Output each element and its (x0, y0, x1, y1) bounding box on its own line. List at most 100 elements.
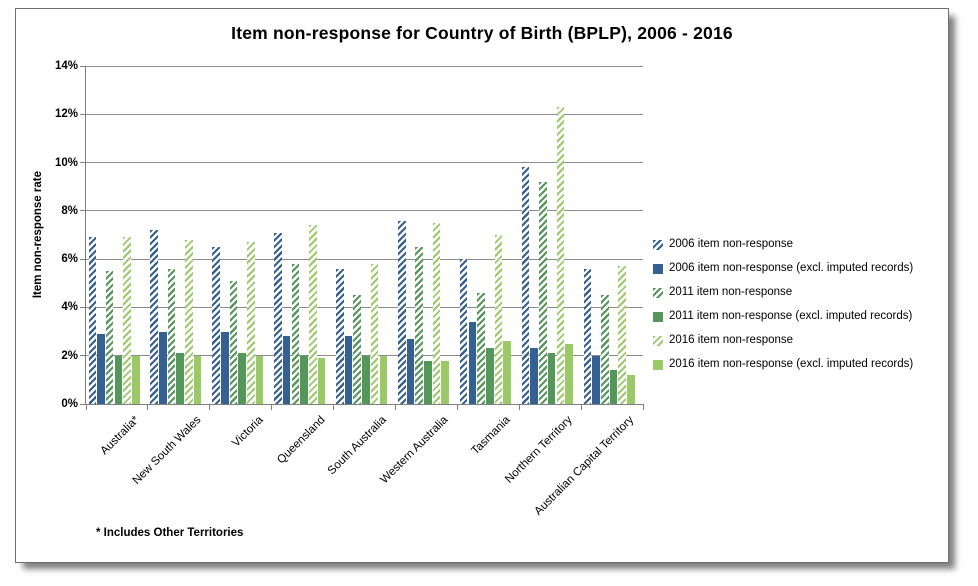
y-axis-line (85, 66, 86, 405)
bar-solid-series6-cat8 (565, 343, 573, 404)
y-tick-label: 4% (61, 301, 78, 314)
legend-swatch-icon (653, 263, 663, 274)
bar-solid-series4-cat2 (176, 353, 185, 404)
bar-hatch-series1-cat9 (583, 268, 592, 404)
bar-hatch-series5-cat5 (370, 263, 379, 404)
bar-hatch-series5-cat9 (618, 266, 626, 404)
legend-label: 2006 item non-response (excl. imputed re… (669, 262, 914, 274)
legend-item: 2016 item non-response (653, 334, 913, 346)
bar-hatch-series5-cat4 (308, 225, 317, 404)
y-tick-label: 8% (61, 204, 78, 217)
bar-solid-series2-cat9 (592, 355, 600, 404)
legend-swatch-icon (653, 335, 663, 346)
bar-solid-series6-cat4 (317, 358, 326, 404)
bar-hatch-series5-cat1 (123, 237, 131, 404)
x-tick-label: Queensland (274, 414, 328, 467)
plot-area (80, 65, 644, 410)
bar-solid-series4-cat8 (547, 353, 556, 404)
bar-solid-series4-cat5 (362, 355, 370, 404)
legend-label: 2006 item non-response (669, 238, 794, 250)
legend-label: 2011 item non-response (excl. imputed re… (669, 310, 913, 322)
x-axis-tick (580, 405, 582, 410)
bar-solid-series6-cat5 (379, 355, 388, 404)
legend-item: 2011 item non-response (653, 286, 913, 298)
gridline (86, 258, 643, 260)
x-axis-tick (518, 405, 520, 410)
x-axis-tick (85, 405, 87, 410)
bar-hatch-series1-cat6 (397, 220, 406, 404)
x-tick-label: New South Wales (130, 414, 204, 487)
bar-hatch-series1-cat2 (150, 230, 158, 404)
x-axis-tick (147, 405, 149, 410)
bar-solid-series2-cat1 (97, 334, 105, 404)
bar-solid-series6-cat9 (627, 375, 635, 404)
x-axis-tick (271, 405, 273, 410)
legend-label: 2016 item non-response (excl. imputed re… (669, 358, 914, 370)
bar-solid-series6-cat1 (132, 355, 140, 404)
chart-panel: Item non-response for Country of Birth (… (15, 8, 949, 563)
bar-solid-series4-cat1 (114, 355, 123, 404)
bar-solid-series2-cat5 (344, 336, 353, 404)
y-axis-tick (80, 258, 85, 260)
legend-item: 2006 item non-response (653, 238, 913, 250)
gridline (86, 210, 643, 212)
x-tick-label: Northern Territory (503, 414, 575, 486)
bar-solid-series4-cat7 (485, 348, 494, 404)
y-axis-tick (80, 306, 85, 308)
legend-swatch-icon (653, 359, 663, 370)
y-axis-tick (80, 113, 85, 115)
y-tick-label: 0% (61, 398, 78, 410)
x-axis-tick (642, 405, 644, 410)
legend: 2006 item non-response 2006 item non-resp… (653, 238, 914, 383)
bar-solid-series2-cat7 (468, 321, 477, 404)
legend-label: 2011 item non-response (669, 286, 793, 298)
y-axis-title-text: Item non-response rate (32, 171, 44, 299)
x-tick-label: Western Australia (378, 414, 451, 487)
y-axis-tick (80, 65, 85, 67)
bar-solid-series2-cat2 (159, 331, 167, 404)
legend-label: 2016 item non-response (669, 334, 794, 346)
bar-hatch-series5-cat8 (556, 107, 565, 404)
legend-swatch-icon (653, 239, 663, 250)
gridline (86, 65, 643, 67)
y-tick-label: 10% (54, 156, 78, 169)
gridline (86, 355, 643, 357)
bar-solid-series4-cat6 (424, 360, 432, 404)
bar-hatch-series5-cat6 (432, 222, 441, 404)
bar-solid-series4-cat4 (300, 355, 308, 404)
bar-hatch-series1-cat8 (521, 167, 530, 404)
x-tick-label: Tasmania (469, 414, 513, 458)
bar-hatch-series3-cat1 (105, 271, 114, 404)
bar-hatch-series3-cat3 (229, 280, 238, 404)
x-axis-tick (333, 405, 335, 410)
bar-hatch-series3-cat5 (353, 295, 362, 404)
y-axis-tick (80, 210, 85, 212)
bar-solid-series2-cat6 (406, 338, 415, 404)
bar-hatch-series1-cat1 (88, 237, 97, 404)
bar-hatch-series5-cat7 (494, 235, 503, 404)
gridline (86, 162, 643, 164)
bar-hatch-series5-cat3 (247, 242, 255, 404)
bar-solid-series6-cat2 (193, 355, 202, 404)
bar-hatch-series5-cat2 (185, 239, 193, 404)
x-tick-label: Australian Capital Territory (532, 414, 637, 518)
gridline (86, 306, 643, 308)
x-axis-tick (209, 405, 211, 410)
y-tick-label: 12% (54, 108, 78, 121)
bar-solid-series4-cat3 (238, 353, 246, 404)
bar-hatch-series1-cat3 (212, 247, 220, 404)
bar-hatch-series1-cat5 (336, 268, 344, 404)
bar-solid-series6-cat7 (503, 341, 511, 404)
bar-hatch-series3-cat7 (477, 292, 485, 404)
x-axis-tick (456, 405, 458, 410)
gridline (86, 113, 643, 115)
x-tick-label: South Australia (325, 414, 389, 478)
y-tick-label: 2% (61, 349, 78, 362)
y-axis-tick (80, 355, 85, 357)
y-tick-label: 14% (54, 60, 78, 72)
legend-item: 2016 item non-response (excl. imputed re… (653, 358, 914, 370)
bar-solid-series2-cat3 (220, 331, 229, 404)
legend-item: 2006 item non-response (excl. imputed re… (653, 262, 914, 274)
bar-hatch-series3-cat8 (539, 181, 547, 404)
bar-solid-series4-cat9 (609, 370, 618, 404)
